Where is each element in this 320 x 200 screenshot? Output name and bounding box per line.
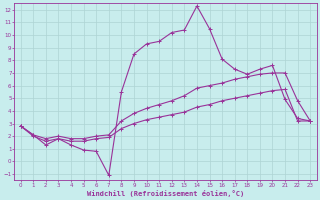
X-axis label: Windchill (Refroidissement éolien,°C): Windchill (Refroidissement éolien,°C) (87, 190, 244, 197)
